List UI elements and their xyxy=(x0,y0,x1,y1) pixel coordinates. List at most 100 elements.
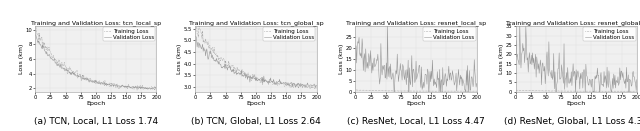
Training Loss xyxy=(200,40,207,41)
Validation Loss xyxy=(628,84,636,86)
Title: Training and Validation Loss: tcn_local_sp: Training and Validation Loss: tcn_local_… xyxy=(31,20,161,26)
Validation Loss xyxy=(357,52,365,54)
Validation Loss xyxy=(468,76,476,77)
Training Loss xyxy=(225,60,232,62)
Validation Loss xyxy=(224,66,232,68)
X-axis label: Epoch: Epoch xyxy=(246,101,266,106)
Line: Training Loss: Training Loss xyxy=(196,24,317,89)
Title: Training and Validation Loss: resnet_local_sp: Training and Validation Loss: resnet_loc… xyxy=(346,20,486,26)
X-axis label: Epoch: Epoch xyxy=(406,101,426,106)
Training Loss xyxy=(39,42,47,43)
Validation Loss xyxy=(464,65,472,66)
Legend: Training Loss, Validation Loss: Training Loss, Validation Loss xyxy=(102,27,156,42)
Training Loss xyxy=(308,87,316,89)
Validation Loss xyxy=(384,24,392,25)
Training Loss xyxy=(360,89,368,91)
Validation Loss xyxy=(520,47,528,49)
Validation Loss xyxy=(625,103,633,104)
Training Loss xyxy=(193,24,200,25)
Training Loss xyxy=(623,90,631,92)
Training Loss xyxy=(147,88,155,90)
Title: Training and Validation Loss: resnet_global_s: Training and Validation Loss: resnet_glo… xyxy=(506,20,640,26)
Training Loss xyxy=(313,87,321,88)
Validation Loss xyxy=(512,40,520,41)
Validation Loss xyxy=(633,79,640,80)
Line: Training Loss: Training Loss xyxy=(356,90,477,91)
Validation Loss xyxy=(147,88,154,89)
Training Loss xyxy=(633,91,640,92)
Validation Loss xyxy=(535,72,543,74)
Training Loss xyxy=(518,90,525,91)
Validation Loss xyxy=(32,34,40,36)
Training Loss xyxy=(215,57,223,59)
Validation Loss xyxy=(473,83,481,84)
Validation Loss xyxy=(352,45,360,47)
Training Loss xyxy=(32,25,40,26)
Training Loss xyxy=(54,61,62,62)
Validation Loss xyxy=(313,85,321,87)
Line: Validation Loss: Validation Loss xyxy=(356,24,477,103)
Training Loss xyxy=(192,25,200,27)
Training Loss xyxy=(143,87,150,89)
Training Loss xyxy=(513,89,521,91)
Validation Loss xyxy=(385,68,392,70)
Title: Training and Validation Loss: tcn_global_sp: Training and Validation Loss: tcn_global… xyxy=(189,20,323,26)
Training Loss xyxy=(375,90,383,92)
Training Loss xyxy=(306,88,314,90)
Y-axis label: Loss (km): Loss (km) xyxy=(499,44,504,74)
Text: (b) TCN, Global, L1 Loss 2.64: (b) TCN, Global, L1 Loss 2.64 xyxy=(191,117,321,126)
Training Loss xyxy=(468,90,476,92)
Training Loss xyxy=(133,89,141,91)
Training Loss xyxy=(37,38,45,40)
Text: (c) ResNet, Local, L1 Loss 4.47: (c) ResNet, Local, L1 Loss 4.47 xyxy=(347,117,485,126)
Validation Loss xyxy=(214,63,222,65)
Validation Loss xyxy=(39,47,47,48)
Validation Loss xyxy=(518,54,525,56)
Line: Validation Loss: Validation Loss xyxy=(196,36,317,87)
Training Loss xyxy=(64,67,72,69)
Validation Loss xyxy=(623,81,631,83)
Training Loss xyxy=(464,90,472,92)
Legend: Training Loss, Validation Loss: Training Loss, Validation Loss xyxy=(423,27,476,42)
Validation Loss xyxy=(405,102,413,104)
Training Loss xyxy=(512,89,520,91)
Text: (a) TCN, Local, L1 Loss 1.74: (a) TCN, Local, L1 Loss 1.74 xyxy=(34,117,158,126)
X-axis label: Epoch: Epoch xyxy=(566,101,586,106)
Training Loss xyxy=(198,32,205,34)
Training Loss xyxy=(303,85,311,87)
Y-axis label: Loss (km): Loss (km) xyxy=(339,44,344,74)
Training Loss xyxy=(352,89,360,91)
Validation Loss xyxy=(148,88,156,90)
Text: (d) ResNet, Global, L1 Loss 4.31: (d) ResNet, Global, L1 Loss 4.31 xyxy=(504,117,640,126)
Validation Loss xyxy=(516,23,524,25)
Line: Validation Loss: Validation Loss xyxy=(516,24,637,103)
Validation Loss xyxy=(312,87,319,88)
Training Loss xyxy=(473,90,481,92)
Validation Loss xyxy=(374,64,382,65)
Validation Loss xyxy=(199,50,207,52)
Training Loss xyxy=(385,90,392,92)
Training Loss xyxy=(353,89,360,91)
Validation Loss xyxy=(360,70,367,71)
Y-axis label: Loss (km): Loss (km) xyxy=(177,44,182,74)
Line: Training Loss: Training Loss xyxy=(36,25,157,90)
Validation Loss xyxy=(303,84,310,86)
Training Loss xyxy=(535,90,543,92)
Legend: Training Loss, Validation Loss: Training Loss, Validation Loss xyxy=(583,27,636,42)
Line: Training Loss: Training Loss xyxy=(516,90,637,91)
Validation Loss xyxy=(37,44,45,46)
Legend: Training Loss, Validation Loss: Training Loss, Validation Loss xyxy=(262,27,316,42)
X-axis label: Epoch: Epoch xyxy=(86,101,106,106)
Validation Loss xyxy=(192,36,200,37)
Training Loss xyxy=(358,89,365,91)
Validation Loss xyxy=(54,65,62,66)
Training Loss xyxy=(153,85,161,87)
Training Loss xyxy=(627,90,635,92)
Training Loss xyxy=(431,90,439,92)
Validation Loss xyxy=(153,88,161,89)
Y-axis label: Loss (km): Loss (km) xyxy=(19,44,24,74)
Validation Loss xyxy=(545,41,553,43)
Training Loss xyxy=(545,90,553,92)
Line: Validation Loss: Validation Loss xyxy=(36,35,157,89)
Validation Loss xyxy=(197,46,205,48)
